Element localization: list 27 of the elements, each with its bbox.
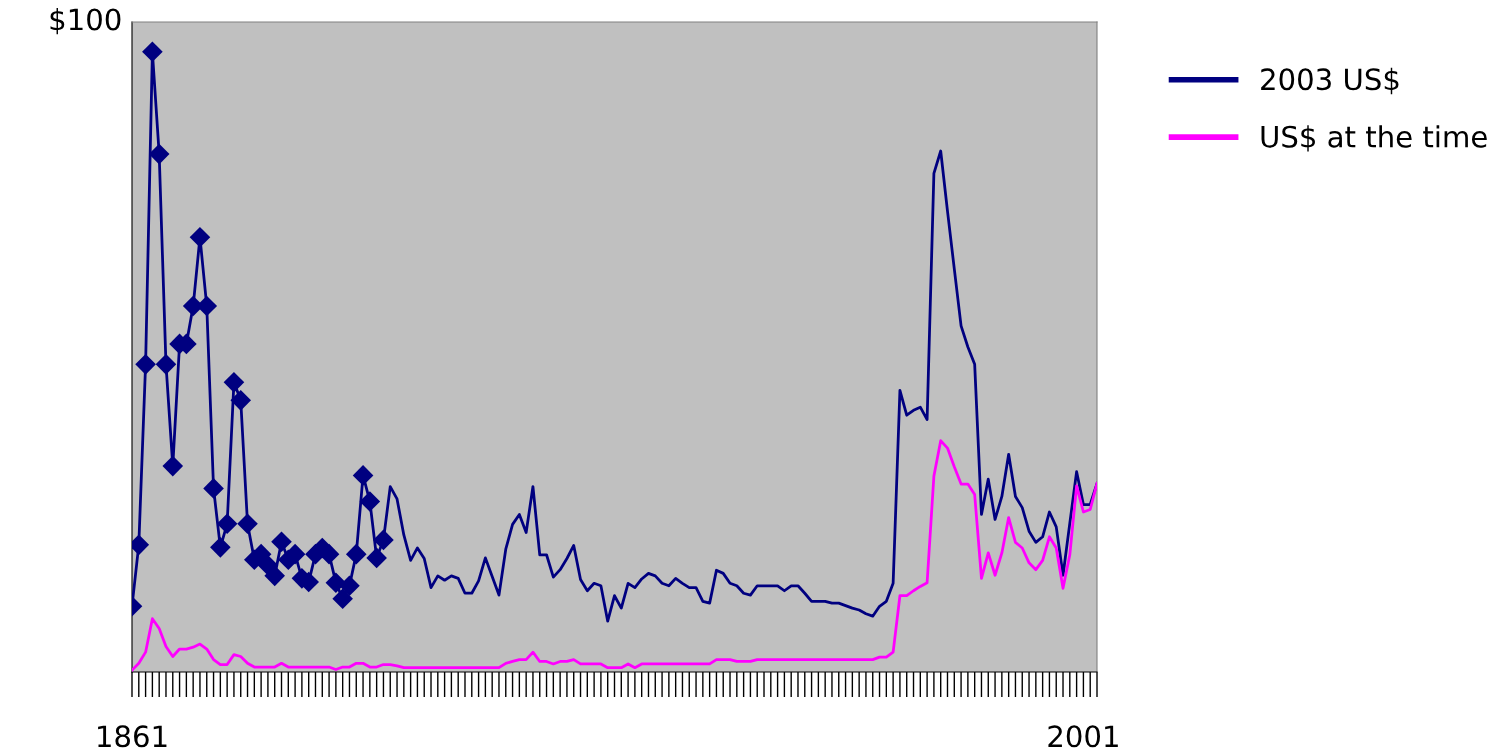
point (332, 588, 353, 610)
point (223, 372, 245, 393)
legend-label: 2003 US$ (1261, 67, 1399, 95)
point (142, 41, 163, 63)
point (230, 390, 252, 411)
point (366, 547, 387, 569)
point (155, 354, 177, 375)
point (210, 537, 231, 558)
point (135, 354, 156, 375)
point (189, 226, 211, 248)
point (216, 513, 238, 535)
point (237, 513, 258, 535)
point (203, 478, 224, 499)
point (373, 529, 394, 551)
point (359, 491, 381, 512)
point (271, 531, 292, 553)
x-tick-label: 1861 (98, 725, 167, 748)
point (264, 565, 286, 587)
point (325, 572, 347, 593)
point (148, 143, 170, 165)
point (162, 455, 184, 477)
text: $100 (50, 7, 121, 35)
x-tick-label: 2001 (1048, 725, 1118, 748)
point (345, 543, 367, 565)
legend-label: US$ at the time (1261, 125, 1487, 152)
point (352, 465, 374, 486)
point (339, 575, 360, 597)
